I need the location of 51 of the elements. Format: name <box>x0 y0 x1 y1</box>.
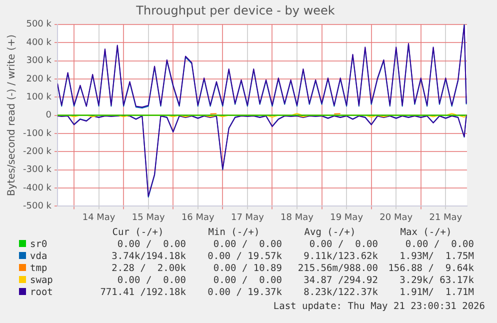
y-axis-title: Bytes/second read (-) / write (+) <box>6 34 18 196</box>
legend-label: root <box>29 286 54 298</box>
y-tick-label: -400 k <box>23 183 52 194</box>
text: 2.28 / 2.00k <box>110 262 186 274</box>
text: 0.00 / 0.00 <box>212 274 282 286</box>
text: 8.23k/122.37k <box>302 286 378 298</box>
text: 1.91M/ 1.71M <box>398 286 474 298</box>
text: Avg (-/+) <box>303 226 357 238</box>
legend-label: vda <box>29 250 48 262</box>
text: Last update: Thu May 21 23:00:31 2026 <box>273 301 485 312</box>
text: 0.00 / 19.57k <box>206 250 282 262</box>
text: 156.88 / 9.64k <box>387 262 474 274</box>
x-tick-label: 16 May <box>181 212 216 223</box>
y-tick-label: -500 k <box>23 202 52 212</box>
legend-label: sr0 <box>29 238 48 250</box>
y-tick-label: 300 k <box>26 56 52 66</box>
text: Min (-/+) <box>207 226 261 238</box>
text: 0.00 / 0.00 <box>308 238 378 250</box>
text: 34.87 /294.92 <box>302 274 378 286</box>
text: 0.00 / 0.00 <box>116 238 186 250</box>
x-tick-label: 17 May <box>230 212 265 223</box>
text: 3.29k/ 63.17k <box>398 274 474 286</box>
text: 0.00 / 19.37k <box>206 286 282 298</box>
text: 3.74k/194.18k <box>110 250 186 262</box>
text: 0.00 / 0.00 <box>212 238 282 250</box>
x-tick-label: 21 May <box>429 212 463 223</box>
text: 0.00 / 0.00 <box>116 274 186 286</box>
legend-label: tmp <box>29 262 48 274</box>
text: 1.93M/ 1.75M <box>398 250 474 262</box>
text: 215.56m/988.00 <box>296 262 378 274</box>
y-tick-label: -100 k <box>23 128 52 139</box>
text: 9.11k/123.62k <box>302 250 378 262</box>
x-tick-label: 20 May <box>380 212 414 223</box>
y-tick-label: 400 k <box>26 38 52 48</box>
chart-title: Throughput per device - by week <box>135 3 335 18</box>
x-tick-label: 14 May <box>82 212 116 223</box>
legend-label: swap <box>29 274 54 286</box>
y-tick-label: -300 k <box>23 165 52 176</box>
text: 0.00 / 0.00 <box>404 238 474 250</box>
y-tick-label: 100 k <box>26 92 52 102</box>
x-tick-label: 19 May <box>330 212 364 223</box>
text: 0.00 / 10.89 <box>212 262 282 274</box>
text: Cur (-/+) <box>111 226 165 238</box>
x-tick-label: 18 May <box>280 212 314 223</box>
x-tick-label: 15 May <box>132 212 166 223</box>
y-tick-label: 500 k <box>26 20 52 30</box>
y-tick-label: -200 k <box>23 147 52 158</box>
text: 771.41 /192.18k <box>99 286 186 298</box>
y-tick-label: 0 <box>46 110 52 121</box>
text: Max (-/+) <box>399 226 453 238</box>
y-tick-label: 200 k <box>26 74 52 84</box>
